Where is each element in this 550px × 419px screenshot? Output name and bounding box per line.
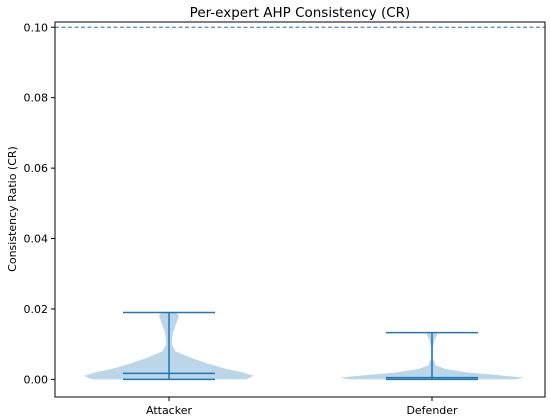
axis-ticks: 0.00 0.02 0.04 0.06 0.08 0.10 Attacker Defender [24, 21, 459, 417]
y-tick-label: 0.00 [24, 373, 49, 386]
y-tick-label: 0.04 [24, 233, 49, 246]
x-tick-label: Attacker [146, 404, 192, 417]
x-tick-label: Defender [406, 404, 458, 417]
y-tick-label: 0.10 [24, 21, 49, 34]
plot-area [55, 26, 545, 381]
y-tick-label: 0.08 [24, 92, 49, 105]
y-tick-label: 0.06 [24, 162, 49, 175]
y-axis-label: Consistency Ratio (CR) [6, 146, 19, 272]
plot-frame [54, 21, 546, 398]
chart-title: Per-expert AHP Consistency (CR) [190, 5, 411, 21]
y-tick-label: 0.02 [24, 303, 49, 316]
